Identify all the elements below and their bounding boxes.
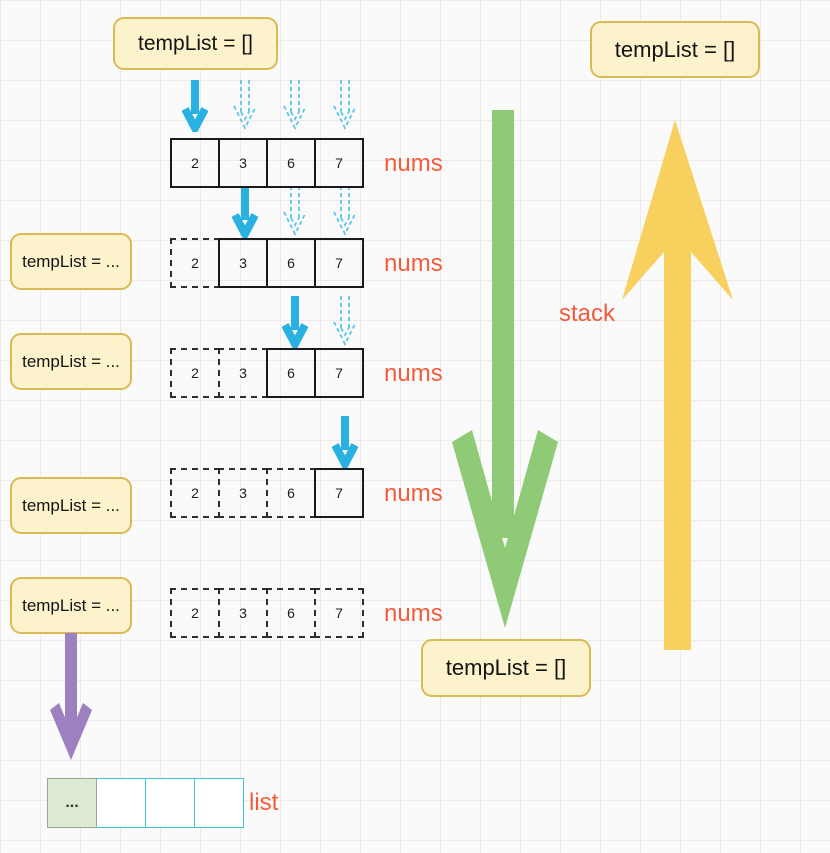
result-list: ... <box>47 778 244 828</box>
cell-value: 7 <box>335 485 343 501</box>
nums-label-1: nums <box>384 150 443 177</box>
nums-array-row-4: 2 3 6 7 <box>170 468 364 518</box>
cell-value: 3 <box>239 255 247 271</box>
templist-note-top-right-text: tempList = [] <box>614 36 736 62</box>
cell-value: 2 <box>191 605 199 621</box>
array-cell: 7 <box>314 588 364 638</box>
array-cell: 3 <box>218 238 268 288</box>
dashed-down-arrow-icon <box>283 186 307 237</box>
nums-label-5: nums <box>384 600 443 627</box>
templist-note-top-left-text: tempList = [] <box>138 31 253 55</box>
list-cell <box>145 778 195 828</box>
templist-note-left-3-text: tempList = ... <box>22 495 120 515</box>
list-cell <box>96 778 146 828</box>
array-cell: 3 <box>218 348 268 398</box>
array-cell: 3 <box>218 588 268 638</box>
templist-note-bottom-text: tempList = [] <box>445 655 567 680</box>
array-cell: 2 <box>170 588 220 638</box>
solid-down-arrow-icon <box>232 186 258 238</box>
cell-value: 3 <box>239 485 247 501</box>
cell-value: 7 <box>335 605 343 621</box>
array-cell: 2 <box>170 348 220 398</box>
array-cell: 2 <box>170 238 220 288</box>
cell-value: 2 <box>191 155 199 171</box>
array-cell: 2 <box>170 468 220 518</box>
array-cell: 7 <box>314 238 364 288</box>
templist-note-left-1-text: tempList = ... <box>22 251 120 271</box>
cell-value: 3 <box>239 155 247 171</box>
list-label: list <box>249 789 279 816</box>
array-cell: 6 <box>266 468 316 518</box>
cell-value: 6 <box>287 365 295 381</box>
list-cell <box>194 778 244 828</box>
cell-value: 7 <box>335 155 343 171</box>
nums-array-row-3: 2 3 6 7 <box>170 348 364 398</box>
dashed-down-arrow-icon <box>333 296 357 347</box>
solid-down-arrow-icon <box>332 416 358 468</box>
cell-value: 7 <box>335 365 343 381</box>
templist-note-left-1: tempList = ... <box>10 233 132 290</box>
list-cell-ellipsis: ... <box>47 778 97 828</box>
array-cell: 7 <box>314 138 364 188</box>
array-cell: 2 <box>170 138 220 188</box>
templist-note-left-4: tempList = ... <box>10 577 132 634</box>
array-cell: 6 <box>266 588 316 638</box>
templist-note-top-right: tempList = [] <box>590 21 760 78</box>
cell-value: 3 <box>239 365 247 381</box>
templist-note-bottom: tempList = [] <box>421 639 591 697</box>
templist-note-left-2-text: tempList = ... <box>22 351 120 371</box>
templist-note-left-4-text: tempList = ... <box>22 595 120 615</box>
nums-label-3: nums <box>384 360 443 387</box>
cell-value: 2 <box>191 365 199 381</box>
array-cell: 3 <box>218 138 268 188</box>
array-cell: 6 <box>266 238 316 288</box>
templist-note-top-left: tempList = [] <box>113 17 278 70</box>
yellow-up-arrow <box>622 120 733 650</box>
cell-value: 6 <box>287 485 295 501</box>
cell-value: 6 <box>287 255 295 271</box>
green-down-arrow <box>452 110 558 628</box>
nums-array-row-5: 2 3 6 7 <box>170 588 364 638</box>
nums-label-4: nums <box>384 480 443 507</box>
dashed-down-arrow-icon <box>333 80 357 131</box>
solid-down-arrow-icon <box>282 296 308 348</box>
array-cell: 6 <box>266 348 316 398</box>
purple-down-arrow <box>50 633 92 760</box>
templist-note-left-3: tempList = ... <box>10 477 132 534</box>
dashed-down-arrow-icon <box>283 80 307 131</box>
templist-note-left-2: tempList = ... <box>10 333 132 390</box>
cell-value: 6 <box>287 605 295 621</box>
nums-array-row-2: 2 3 6 7 <box>170 238 364 288</box>
cell-value: 2 <box>191 485 199 501</box>
nums-array-row-1: 2 3 6 7 <box>170 138 364 188</box>
dashed-down-arrow-icon <box>233 80 257 131</box>
cell-value: 6 <box>287 155 295 171</box>
array-cell: 7 <box>314 348 364 398</box>
ellipsis-text: ... <box>65 794 79 811</box>
stack-label: stack <box>559 300 616 327</box>
dashed-down-arrow-icon <box>333 186 357 237</box>
nums-label-2: nums <box>384 250 443 277</box>
array-cell: 6 <box>266 138 316 188</box>
cell-value: 2 <box>191 255 199 271</box>
cell-value: 7 <box>335 255 343 271</box>
solid-down-arrow-icon <box>182 80 208 132</box>
array-cell: 3 <box>218 468 268 518</box>
cell-value: 3 <box>239 605 247 621</box>
array-cell: 7 <box>314 468 364 518</box>
